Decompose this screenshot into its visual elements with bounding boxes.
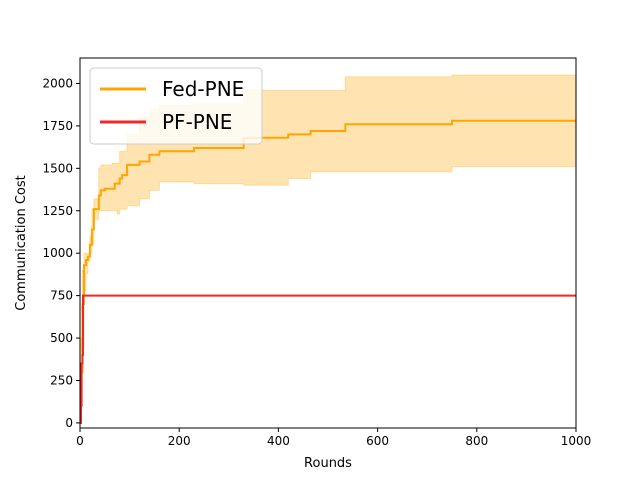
series-line-fed-pne	[80, 119, 576, 424]
y-tick-label: 2000	[42, 76, 73, 90]
y-tick-label: 750	[50, 289, 73, 303]
x-tick-label: 800	[465, 434, 488, 448]
x-tick-label: 0	[76, 434, 84, 448]
legend-box	[89, 67, 263, 145]
y-tick-label: 1750	[42, 119, 73, 133]
x-tick-label: 600	[366, 434, 389, 448]
x-tick-label: 400	[267, 434, 290, 448]
y-tick-label: 250	[50, 373, 73, 387]
legend: Fed-PNE PF-PNE	[89, 67, 263, 145]
x-axis-label: Rounds	[304, 456, 352, 471]
y-tick-label: 0	[65, 416, 73, 430]
plot-frame	[79, 57, 577, 429]
y-tick-label: 500	[50, 331, 73, 345]
legend-label-pf-pne: PF-PNE	[162, 110, 232, 134]
y-axis-label: Communication Cost	[14, 175, 29, 311]
y-axis: 0 250 500 750 1000 1250 1500 1750 2000	[42, 76, 80, 430]
series-line-pf-pne	[80, 294, 576, 424]
y-tick-label: 1500	[42, 161, 73, 175]
x-tick-label: 1000	[561, 434, 592, 448]
x-tick-label: 200	[168, 434, 191, 448]
x-axis: 0 200 400 600 800 1000	[76, 428, 591, 448]
y-tick-label: 1250	[42, 204, 73, 218]
y-tick-label: 1000	[42, 246, 73, 260]
plot-area	[80, 74, 577, 424]
legend-label-fed-pne: Fed-PNE	[162, 77, 244, 101]
